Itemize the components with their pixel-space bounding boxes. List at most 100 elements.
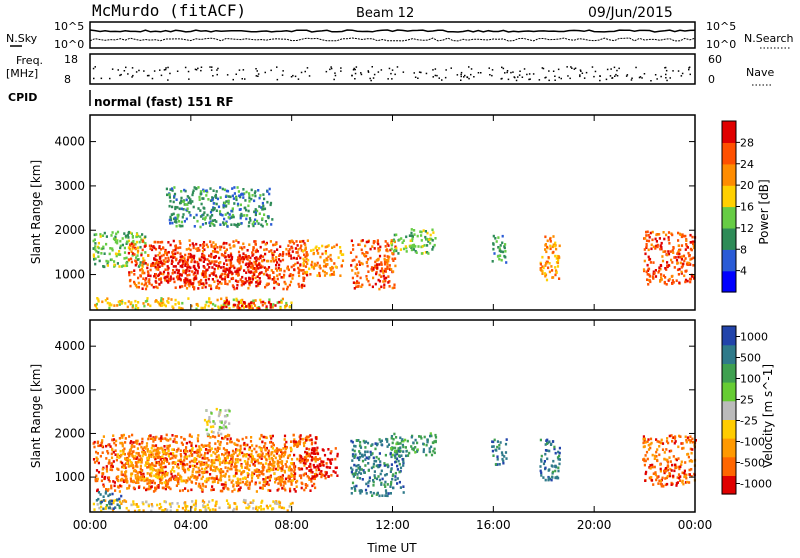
range-time-cell <box>554 464 557 468</box>
range-time-cell <box>205 420 209 424</box>
range-time-cell <box>208 300 211 304</box>
range-time-cell <box>233 244 236 247</box>
range-time-cell <box>149 437 152 440</box>
range-time-cell <box>248 200 251 203</box>
freq-dot <box>528 73 531 75</box>
cpid-label: CPID <box>8 91 37 104</box>
freq-dot <box>643 73 646 75</box>
range-time-cell <box>220 432 223 436</box>
range-time-cell <box>324 258 327 262</box>
range-time-cell <box>188 434 191 438</box>
range-time-cell <box>302 249 305 253</box>
range-time-cell <box>190 435 193 438</box>
range-time-cell <box>179 462 183 465</box>
range-time-cell <box>643 463 646 467</box>
range-time-cell <box>390 436 393 440</box>
range-time-cell <box>335 466 338 469</box>
range-time-cell <box>551 269 554 272</box>
freq-dot <box>625 75 628 77</box>
freq-dot <box>473 76 475 78</box>
range-time-cell <box>394 471 397 475</box>
range-time-cell <box>664 483 667 487</box>
range-time-cell <box>251 455 254 458</box>
range-time-cell <box>238 469 241 473</box>
freq-dot <box>380 69 383 71</box>
range-time-cell <box>158 282 161 286</box>
range-time-cell <box>236 186 239 189</box>
range-time-cell <box>264 478 267 481</box>
range-time-cell <box>132 441 135 444</box>
range-time-cell <box>219 261 222 264</box>
range-time-cell <box>660 264 663 268</box>
range-time-cell <box>189 199 192 203</box>
range-time-cell <box>404 446 407 449</box>
range-time-cell <box>300 486 303 490</box>
range-time-cell <box>431 239 434 242</box>
range-time-cell <box>242 282 245 286</box>
range-time-cell <box>539 469 542 473</box>
range-time-cell <box>140 238 143 241</box>
range-time-cell <box>173 220 177 223</box>
range-time-cell <box>184 453 187 456</box>
range-time-cell <box>115 458 118 462</box>
range-time-cell <box>292 433 295 437</box>
range-time-cell <box>393 286 396 289</box>
range-time-cell <box>262 478 265 481</box>
range-time-cell <box>107 451 110 455</box>
range-time-cell <box>276 489 279 492</box>
range-time-cell <box>161 437 164 441</box>
range-time-cell <box>556 261 560 265</box>
range-time-cell <box>119 500 122 504</box>
range-time-cell <box>206 258 209 261</box>
range-time-cell <box>137 285 140 289</box>
range-time-cell <box>94 303 97 307</box>
range-time-cell <box>111 465 114 468</box>
range-time-cell <box>668 242 671 245</box>
range-time-cell <box>410 435 413 439</box>
range-time-cell <box>212 241 215 244</box>
range-time-cell <box>248 505 251 508</box>
range-time-cell <box>131 252 134 255</box>
range-time-cell <box>124 264 127 268</box>
range-time-cell <box>373 459 376 463</box>
range-time-cell <box>267 216 270 220</box>
range-time-cell <box>100 505 103 509</box>
range-time-cell <box>263 213 266 216</box>
range-time-cell <box>225 414 228 418</box>
range-time-cell <box>243 498 246 502</box>
range-time-cell <box>372 268 375 271</box>
range-time-cell <box>135 235 138 238</box>
range-time-cell <box>688 468 691 472</box>
freq-dot <box>127 73 129 75</box>
range-time-cell <box>213 267 216 271</box>
range-time-cell <box>207 277 210 281</box>
nave-right-bottom: 0 <box>708 73 715 86</box>
range-time-cell <box>658 445 661 448</box>
range-time-cell <box>241 451 244 455</box>
freq-dot <box>255 68 257 70</box>
range-time-cell <box>180 220 183 224</box>
range-time-cell <box>253 273 256 276</box>
range-time-cell <box>182 269 185 272</box>
range-time-cell <box>546 245 549 249</box>
range-time-cell <box>689 441 692 444</box>
range-time-cell <box>146 466 149 469</box>
range-time-cell <box>198 460 201 464</box>
range-time-cell <box>672 474 675 478</box>
y-tick-label: 4000 <box>54 135 85 149</box>
range-time-cell <box>194 482 198 485</box>
range-time-cell <box>150 263 153 266</box>
range-time-cell <box>339 274 342 277</box>
range-time-cell <box>304 265 308 268</box>
range-time-cell <box>429 233 432 237</box>
range-time-cell <box>392 473 395 476</box>
range-time-cell <box>505 261 508 264</box>
range-time-cell <box>212 459 215 462</box>
freq-dot <box>641 77 643 79</box>
range-time-cell <box>223 267 226 271</box>
freq-dot <box>436 74 438 77</box>
range-time-cell <box>200 258 203 262</box>
range-time-cell <box>390 480 393 484</box>
range-time-cell <box>97 470 101 474</box>
range-time-cell <box>258 307 261 311</box>
